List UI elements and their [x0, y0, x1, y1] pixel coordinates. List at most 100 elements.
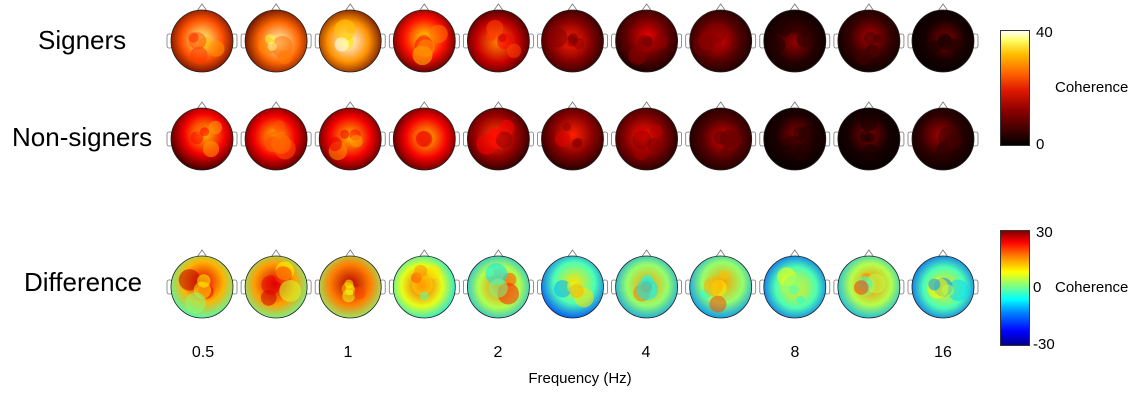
- texture-blob: [427, 265, 441, 279]
- texture-blob: [567, 33, 579, 44]
- nose-signers-4: [493, 3, 504, 12]
- topomap-nonsigners-7: [685, 101, 757, 171]
- topomap-signers-10: [907, 3, 979, 73]
- texture-blob: [417, 39, 435, 57]
- texture-blob: [720, 147, 730, 157]
- topomap-nonsigners-9: [833, 101, 905, 171]
- texture-blob: [928, 278, 941, 291]
- topomap-signers-4: [462, 3, 534, 73]
- colorbar-hot-max: 40: [1036, 24, 1053, 41]
- texture-blob: [569, 284, 584, 298]
- nose-nonsigners-1: [270, 101, 282, 110]
- texture-blob: [415, 130, 433, 148]
- texture-blob: [796, 295, 805, 305]
- freq-tick-8: 8: [790, 344, 800, 361]
- nose-difference-5: [567, 249, 578, 258]
- texture-blob: [488, 278, 508, 298]
- nose-difference-2: [344, 249, 356, 258]
- texture-blob: [199, 127, 210, 137]
- nose-difference-9: [863, 249, 875, 258]
- texture-blob: [495, 131, 513, 148]
- texture-blob: [941, 284, 954, 297]
- texture-blob: [938, 127, 959, 148]
- texture-blob: [277, 50, 292, 65]
- texture-blob: [800, 27, 810, 37]
- texture-blob: [653, 34, 668, 49]
- nose-signers-7: [715, 3, 727, 12]
- texture-blob: [178, 269, 201, 291]
- freq-tick-2: 2: [493, 344, 503, 361]
- texture-blob: [861, 144, 879, 161]
- topomap-difference-6: [611, 249, 682, 319]
- texture-blob: [208, 40, 225, 57]
- nose-nonsigners-6: [641, 101, 652, 110]
- head-nonsigners-5: [541, 107, 604, 171]
- texture-blob: [859, 114, 878, 132]
- nose-nonsigners-10: [937, 101, 949, 110]
- texture-blob: [350, 134, 363, 148]
- texture-blob: [202, 140, 220, 158]
- texture-blob: [783, 144, 793, 154]
- texture-blob: [414, 264, 428, 278]
- nose-nonsigners-5: [567, 101, 578, 110]
- topomap-nonsigners-6: [611, 101, 682, 171]
- texture-blob: [636, 278, 658, 301]
- freq-tick-1: 1: [343, 344, 353, 361]
- topomap-signers-5: [537, 3, 608, 73]
- topomap-signers-7: [685, 3, 757, 73]
- texture-blob: [793, 126, 807, 140]
- texture-blob: [327, 136, 342, 152]
- texture-blob: [864, 31, 877, 45]
- nose-signers-3: [418, 3, 430, 12]
- row-label-signers: Signers: [38, 25, 127, 55]
- nose-nonsigners-8: [789, 101, 801, 110]
- colorbar-jet-max: 30: [1036, 224, 1053, 241]
- nose-nonsigners-9: [863, 101, 875, 110]
- texture-blob: [274, 266, 293, 284]
- texture-blob: [190, 46, 208, 64]
- nose-difference-3: [418, 249, 430, 258]
- texture-blob: [698, 31, 718, 51]
- nose-difference-6: [641, 249, 652, 258]
- topomap-nonsigners-5: [537, 101, 608, 171]
- topomap-nonsigners-2: [314, 101, 386, 171]
- topomap-signers-1: [240, 3, 312, 73]
- texture-blob: [628, 46, 647, 65]
- texture-blob: [728, 133, 743, 148]
- texture-blob: [342, 289, 356, 303]
- topomap-nonsigners-1: [240, 101, 312, 171]
- topomap-signers-8: [759, 3, 831, 73]
- colorbar-jet-min: -30: [1033, 336, 1055, 353]
- texture-blob: [642, 36, 653, 47]
- texture-blob: [554, 131, 571, 147]
- colorbar-jet-label: Coherence: [1055, 279, 1129, 296]
- texture-blob: [562, 122, 572, 132]
- nose-nonsigners-4: [493, 101, 504, 110]
- texture-blob: [487, 127, 500, 141]
- topomap-signers-0: [166, 3, 238, 73]
- topomap-difference-5: [537, 249, 608, 319]
- texture-blob: [703, 276, 723, 297]
- topomap-difference-7: [685, 249, 757, 319]
- topomap-difference-9: [833, 249, 905, 319]
- nose-nonsigners-2: [344, 101, 356, 110]
- texture-blob: [947, 279, 969, 302]
- texture-blob: [340, 129, 350, 139]
- texture-blob: [854, 280, 869, 295]
- nose-signers-10: [937, 3, 949, 12]
- texture-blob: [709, 295, 727, 313]
- topomap-difference-10: [907, 249, 979, 319]
- topomap-difference-8: [759, 249, 831, 319]
- colorbar-jet-mid: 0: [1033, 279, 1042, 296]
- texture-blob: [547, 27, 568, 48]
- texture-blob: [768, 36, 786, 54]
- topomap-signers-2: [314, 3, 386, 73]
- texture-blob: [188, 32, 199, 43]
- texture-blob: [554, 280, 572, 298]
- texture-blob: [279, 280, 302, 302]
- texture-blob: [571, 139, 581, 149]
- nose-nonsigners-3: [418, 101, 430, 110]
- topomap-difference-3: [388, 249, 460, 319]
- texture-blob: [633, 126, 648, 141]
- texture-blob: [353, 286, 366, 300]
